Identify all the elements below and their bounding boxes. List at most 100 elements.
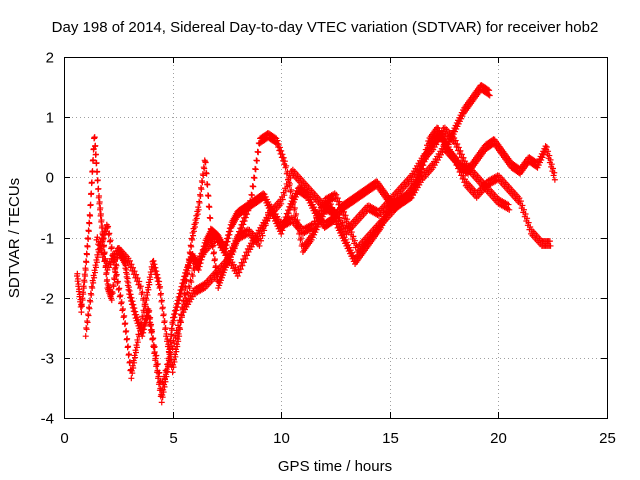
data-point	[137, 283, 144, 290]
data-point	[82, 333, 89, 340]
data-point	[98, 242, 105, 249]
data-point	[137, 327, 144, 334]
data-point	[282, 187, 289, 194]
data-point	[182, 303, 189, 310]
data-point	[132, 349, 139, 356]
data-point	[251, 175, 258, 182]
data-point	[333, 191, 340, 198]
data-point	[522, 211, 529, 218]
data-point	[92, 142, 99, 149]
data-point	[458, 169, 465, 176]
data-point	[105, 223, 112, 230]
data-point	[90, 156, 97, 163]
data-point	[281, 192, 288, 199]
data-point	[185, 291, 192, 298]
data-point	[83, 259, 90, 266]
data-point	[172, 353, 179, 360]
data-point	[288, 186, 295, 193]
data-point	[244, 211, 251, 218]
data-point	[198, 186, 205, 193]
data-point	[190, 232, 197, 239]
data-point	[250, 183, 257, 190]
data-point	[99, 223, 106, 230]
data-point	[84, 319, 91, 326]
data-point	[156, 278, 163, 285]
data-point	[156, 369, 163, 376]
data-point	[485, 91, 492, 98]
data-point	[90, 279, 97, 286]
data-point	[161, 318, 168, 325]
data-point	[460, 172, 467, 179]
data-point	[205, 192, 212, 199]
data-point	[103, 228, 110, 235]
data-point	[195, 206, 202, 213]
data-point	[178, 314, 185, 321]
data-point	[82, 273, 89, 280]
data-point	[136, 278, 143, 285]
data-point	[519, 202, 526, 209]
data-point	[85, 236, 92, 243]
data-point	[119, 307, 126, 314]
data-point	[160, 311, 167, 318]
data-point	[163, 369, 170, 376]
data-point	[271, 134, 278, 141]
data-point	[120, 314, 127, 321]
data-point	[281, 158, 288, 165]
data-point	[247, 200, 254, 207]
data-point	[152, 264, 159, 271]
data-point	[211, 256, 218, 263]
data-point	[108, 245, 115, 252]
y-tick-label: 0	[46, 170, 54, 187]
x-tick-label: 10	[273, 430, 290, 447]
data-point	[173, 307, 180, 314]
data-point	[196, 199, 203, 206]
data-point	[159, 394, 166, 401]
data-point	[171, 314, 178, 321]
data-point	[228, 250, 235, 257]
data-point	[506, 206, 513, 213]
y-tick-label: 1	[46, 110, 54, 127]
data-point	[153, 352, 160, 359]
data-point	[105, 231, 112, 238]
data-point	[106, 238, 113, 245]
data-point	[91, 134, 98, 141]
data-point	[153, 268, 160, 275]
data-point	[97, 242, 104, 249]
data-point	[134, 339, 141, 346]
data-point	[177, 293, 184, 300]
data-point	[180, 309, 187, 316]
data-point	[128, 294, 135, 301]
data-point	[86, 220, 93, 227]
data-point	[92, 269, 99, 276]
data-point	[186, 257, 193, 264]
data-point	[150, 335, 157, 342]
data-point	[486, 92, 493, 99]
data-point	[80, 285, 87, 292]
data-point	[154, 361, 161, 368]
data-point	[87, 212, 94, 219]
data-point	[104, 224, 111, 231]
data-point	[104, 276, 111, 283]
data-point	[126, 287, 133, 294]
data-point	[239, 262, 246, 269]
data-point	[119, 306, 126, 313]
data-point	[134, 275, 141, 282]
data-point	[199, 179, 206, 186]
data-point	[454, 140, 461, 147]
data-point	[78, 303, 85, 310]
data-point	[129, 370, 136, 377]
data-point	[158, 399, 165, 406]
data-point	[172, 334, 179, 341]
data-point	[125, 279, 132, 286]
data-point	[169, 369, 176, 376]
data-point	[113, 273, 120, 280]
data-point	[95, 185, 102, 192]
x-tick-label: 25	[599, 430, 616, 447]
data-point	[140, 295, 147, 302]
data-point	[166, 357, 173, 364]
data-point	[91, 274, 98, 281]
data-point	[452, 155, 459, 162]
data-point	[188, 279, 195, 286]
data-point	[237, 266, 244, 273]
data-point	[276, 144, 283, 151]
